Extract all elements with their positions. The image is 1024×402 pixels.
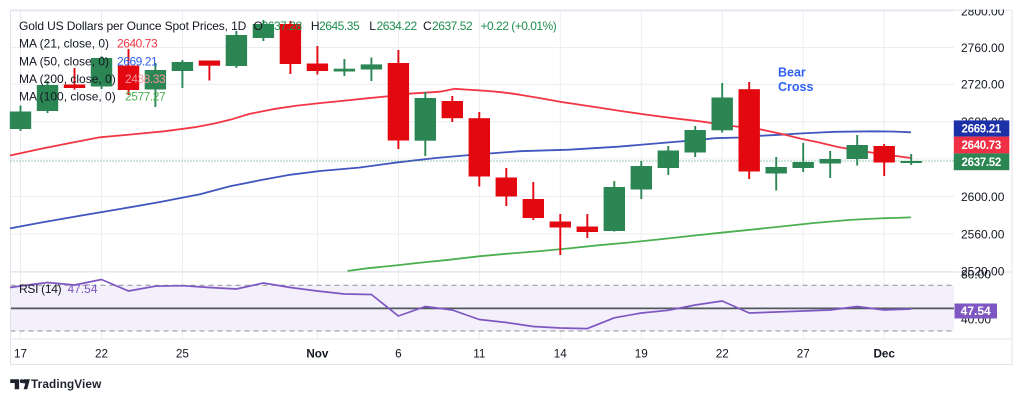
svg-text:MA (21, close, 0): MA (21, close, 0) <box>19 36 109 50</box>
svg-text:L: L <box>369 19 376 33</box>
svg-text:2637.52: 2637.52 <box>962 157 1001 169</box>
svg-text:22: 22 <box>95 348 108 361</box>
svg-text:2438.33: 2438.33 <box>125 72 166 86</box>
svg-text:2637.52: 2637.52 <box>432 19 473 33</box>
svg-text:C: C <box>423 19 432 33</box>
svg-text:19: 19 <box>635 348 648 361</box>
svg-text:25: 25 <box>176 348 190 361</box>
svg-text:2645.35: 2645.35 <box>319 19 360 33</box>
svg-text:2577.27: 2577.27 <box>125 89 166 103</box>
svg-text:2669.21: 2669.21 <box>962 124 1002 136</box>
svg-text:6: 6 <box>395 348 402 361</box>
svg-text:22: 22 <box>716 348 729 361</box>
svg-text:H: H <box>311 19 320 33</box>
svg-text:11: 11 <box>473 348 485 361</box>
svg-text:O: O <box>254 19 263 33</box>
svg-text:Bear: Bear <box>778 66 806 80</box>
svg-text:Dec: Dec <box>873 348 895 361</box>
svg-text:2560.00: 2560.00 <box>961 227 1005 241</box>
svg-text:2600.00: 2600.00 <box>961 190 1005 204</box>
svg-text:47.54: 47.54 <box>961 304 991 318</box>
svg-text:2720.00: 2720.00 <box>961 78 1005 92</box>
svg-text:2520.00: 2520.00 <box>961 264 1005 278</box>
svg-text:2669.21: 2669.21 <box>117 54 158 68</box>
svg-text:2760.00: 2760.00 <box>961 41 1005 55</box>
svg-text:2640.73: 2640.73 <box>117 36 158 50</box>
svg-text:+0.22 (+0.01%): +0.22 (+0.01%) <box>481 19 557 33</box>
svg-text:Cross: Cross <box>778 80 813 94</box>
svg-text:TradingView: TradingView <box>31 377 102 391</box>
svg-text:14: 14 <box>554 348 568 361</box>
svg-text:2637.28: 2637.28 <box>262 19 303 33</box>
svg-text:RSI (14): RSI (14) <box>19 282 62 296</box>
svg-text:27: 27 <box>797 348 810 361</box>
svg-text:Gold US Dollars per Ounce Spot: Gold US Dollars per Ounce Spot Prices, 1… <box>19 19 247 33</box>
svg-text:80.00: 80.00 <box>961 267 991 281</box>
svg-text:47.54: 47.54 <box>68 282 98 296</box>
svg-text:MA (100, close, 0): MA (100, close, 0) <box>19 89 116 103</box>
svg-text:MA (50, close, 0): MA (50, close, 0) <box>19 54 109 68</box>
svg-text:2634.22: 2634.22 <box>377 19 418 33</box>
svg-text:17: 17 <box>14 348 27 361</box>
svg-text:Nov: Nov <box>306 348 329 361</box>
svg-text:MA (200, close, 0): MA (200, close, 0) <box>19 72 116 86</box>
svg-text:2640.73: 2640.73 <box>962 140 1001 152</box>
